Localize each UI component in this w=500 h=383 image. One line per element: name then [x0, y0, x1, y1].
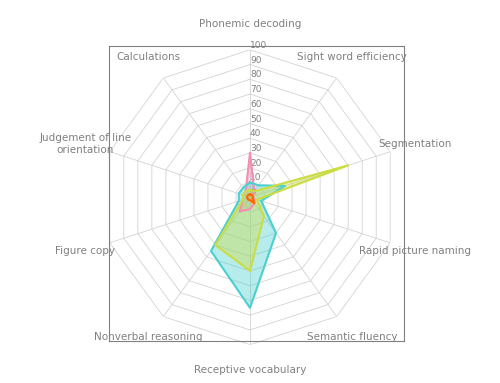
- Polygon shape: [211, 183, 285, 308]
- Polygon shape: [216, 165, 348, 271]
- Polygon shape: [247, 194, 254, 203]
- Polygon shape: [240, 153, 254, 211]
